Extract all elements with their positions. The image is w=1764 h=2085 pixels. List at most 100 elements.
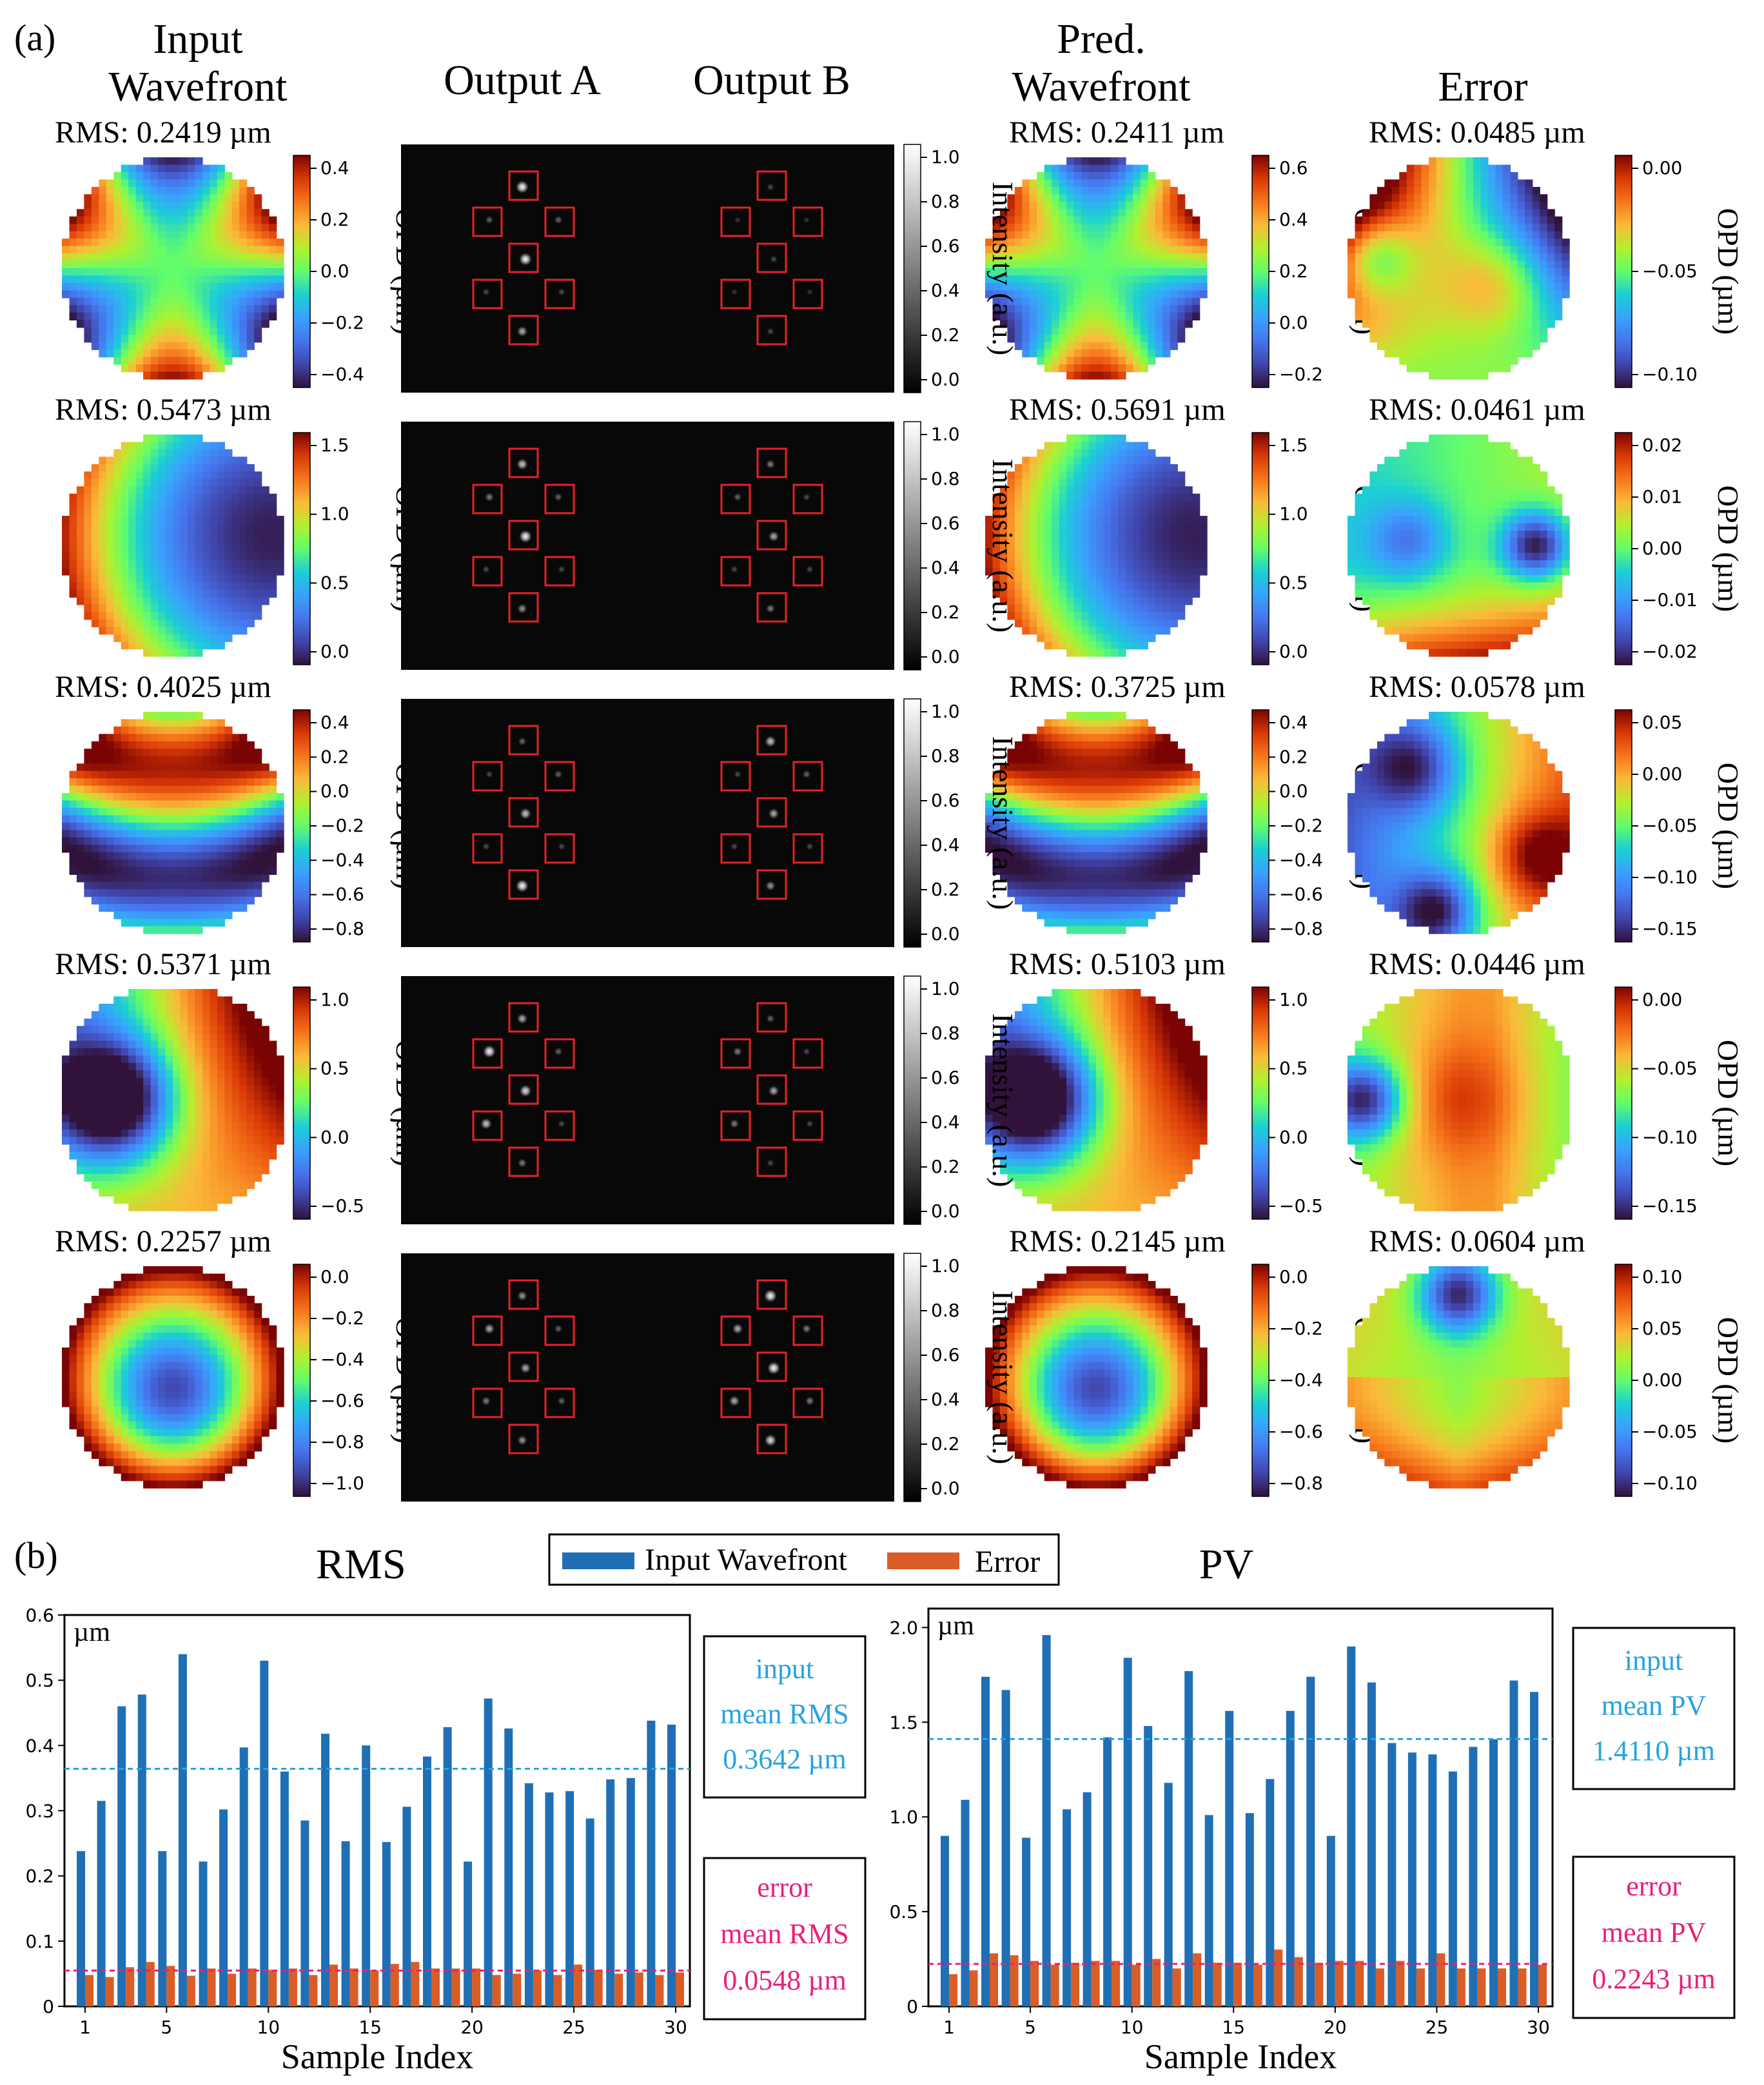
map-pixel bbox=[1399, 597, 1407, 605]
map-pixel bbox=[135, 634, 144, 642]
map-pixel bbox=[1532, 320, 1540, 328]
map-pixel bbox=[76, 763, 85, 772]
map-pixel bbox=[202, 741, 211, 750]
map-pixel bbox=[69, 553, 77, 561]
map-pixel bbox=[202, 793, 211, 801]
map-pixel bbox=[1044, 297, 1052, 306]
colorbar-tick-label: 1.5 bbox=[320, 435, 349, 456]
map-pixel bbox=[1088, 349, 1097, 358]
map-pixel bbox=[1421, 627, 1429, 635]
map-pixel bbox=[113, 486, 122, 494]
map-pixel bbox=[1480, 567, 1489, 576]
map-pixel bbox=[121, 501, 129, 509]
map-pixel bbox=[76, 290, 85, 299]
map-pixel bbox=[1052, 216, 1060, 224]
map-pixel bbox=[1377, 567, 1386, 576]
map-pixel bbox=[999, 312, 1008, 320]
map-pixel bbox=[1096, 560, 1104, 569]
map-pixel bbox=[1540, 275, 1548, 284]
map-pixel bbox=[1495, 312, 1504, 320]
map-pixel bbox=[1547, 574, 1555, 583]
map-pixel bbox=[1022, 290, 1030, 299]
map-pixel bbox=[1199, 523, 1208, 531]
map-pixel bbox=[1081, 464, 1090, 473]
map-pixel bbox=[1348, 246, 1356, 254]
map-pixel bbox=[210, 749, 218, 757]
map-pixel bbox=[128, 449, 137, 458]
map-pixel bbox=[143, 493, 152, 502]
map-pixel bbox=[158, 171, 166, 181]
map-pixel bbox=[985, 567, 994, 576]
map-pixel bbox=[1384, 471, 1393, 480]
map-pixel bbox=[84, 493, 92, 502]
map-pixel bbox=[1184, 312, 1193, 320]
map-pixel bbox=[135, 612, 144, 620]
map-pixel bbox=[1502, 456, 1511, 465]
map-pixel bbox=[1399, 297, 1407, 306]
map-pixel bbox=[1088, 164, 1097, 173]
map-pixel bbox=[143, 478, 152, 487]
map-pixel bbox=[1384, 478, 1393, 487]
map-pixel bbox=[158, 493, 166, 502]
map-pixel bbox=[113, 904, 122, 912]
map-pixel bbox=[99, 823, 107, 831]
map-pixel bbox=[113, 531, 122, 539]
map-pixel bbox=[99, 545, 107, 554]
map-pixel bbox=[84, 604, 92, 612]
map-pixel bbox=[985, 282, 994, 291]
map-pixel bbox=[1073, 349, 1082, 358]
column-title-pred-line2: Wavefront bbox=[1012, 63, 1191, 110]
map-pixel bbox=[195, 305, 203, 313]
map-pixel bbox=[1140, 456, 1148, 465]
map-pixel bbox=[84, 845, 92, 853]
map-pixel bbox=[143, 179, 152, 188]
map-pixel bbox=[1148, 297, 1156, 306]
map-pixel bbox=[1495, 523, 1504, 531]
map-pixel bbox=[1465, 290, 1474, 299]
map-pixel bbox=[1421, 582, 1429, 591]
map-pixel bbox=[1487, 493, 1496, 502]
map-pixel bbox=[1525, 305, 1533, 313]
map-pixel bbox=[1007, 604, 1015, 612]
map-pixel bbox=[1140, 209, 1148, 217]
map-pixel bbox=[224, 634, 233, 642]
map-pixel bbox=[1414, 327, 1422, 335]
map-pixel bbox=[210, 523, 218, 531]
map-pixel bbox=[69, 589, 77, 598]
map-pixel bbox=[261, 493, 270, 502]
map-pixel bbox=[1125, 471, 1134, 480]
map-pixel bbox=[1429, 471, 1437, 480]
map-pixel bbox=[173, 246, 181, 254]
map-pixel bbox=[1125, 641, 1134, 650]
map-pixel bbox=[99, 560, 107, 569]
map-pixel bbox=[1429, 649, 1437, 657]
map-pixel bbox=[210, 538, 218, 546]
map-pixel bbox=[210, 224, 218, 232]
map-pixel bbox=[210, 830, 218, 838]
map-pixel bbox=[1133, 516, 1141, 524]
map-pixel bbox=[195, 763, 203, 772]
map-pixel bbox=[1155, 179, 1163, 188]
map-pixel bbox=[1073, 449, 1082, 458]
map-pixel bbox=[187, 342, 196, 350]
map-pixel bbox=[1465, 449, 1474, 458]
map-pixel bbox=[187, 778, 196, 787]
map-pixel bbox=[1495, 224, 1504, 232]
map-pixel bbox=[1096, 186, 1104, 195]
map-pixel bbox=[1414, 268, 1422, 277]
map-pixel bbox=[195, 327, 203, 335]
map-pixel bbox=[195, 442, 203, 450]
map-pixel bbox=[1444, 253, 1452, 262]
map-pixel bbox=[1369, 260, 1378, 269]
map-pixel bbox=[1406, 349, 1415, 358]
map-pixel bbox=[173, 567, 181, 576]
map-pixel bbox=[1052, 327, 1060, 335]
map-pixel bbox=[1096, 342, 1104, 350]
map-pixel bbox=[1525, 260, 1533, 269]
map-pixel bbox=[1133, 493, 1141, 502]
map-pixel bbox=[143, 186, 152, 195]
map-pixel bbox=[143, 604, 152, 612]
map-pixel bbox=[202, 612, 211, 620]
map-pixel bbox=[1110, 164, 1119, 173]
map-pixel bbox=[1517, 531, 1525, 539]
